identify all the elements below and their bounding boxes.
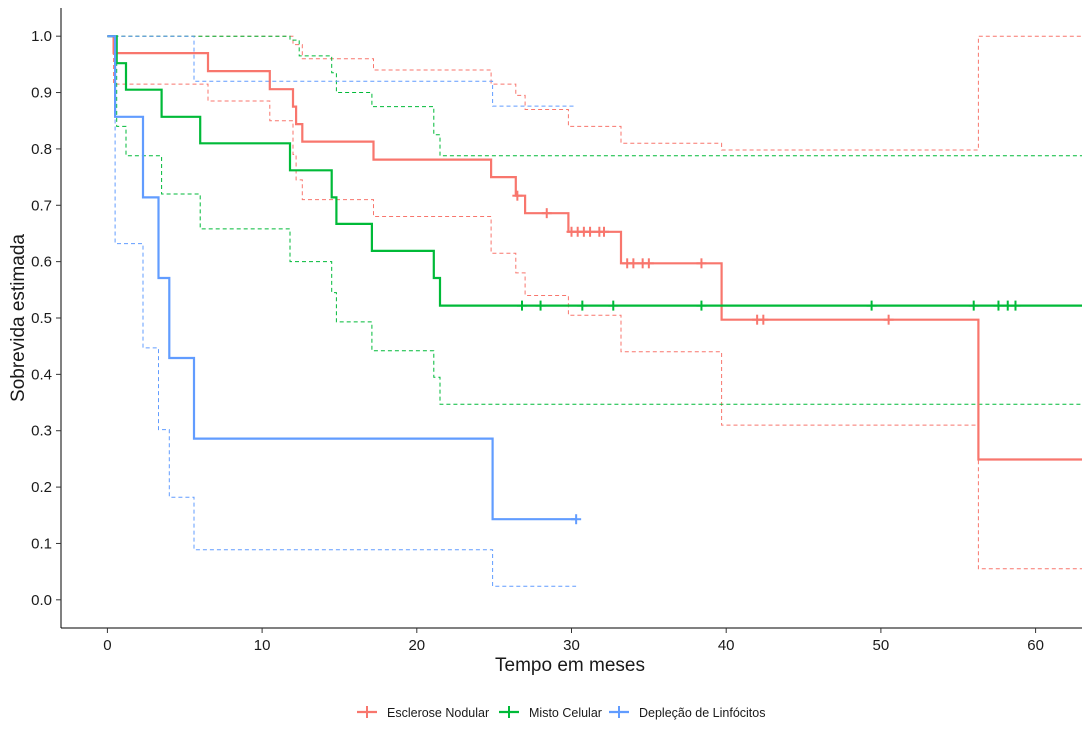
censor-mark	[571, 514, 582, 525]
x-tick-label: 0	[103, 637, 111, 654]
y-tick-label: 0.3	[31, 423, 52, 440]
ci-lower-line-2	[107, 35, 577, 587]
censor-mark	[1010, 300, 1021, 311]
censor-mark	[535, 300, 546, 311]
x-tick-label: 20	[408, 637, 425, 654]
censor-mark	[696, 300, 707, 311]
y-axis-title: Sobrevida estimada	[8, 234, 29, 402]
censor-mark	[608, 300, 619, 311]
x-tick-label: 40	[718, 637, 735, 654]
axes: 0 10 20 30 40 50 60 0.0 0.1 0.2 0.3 0.4 0.5 0.6 0.7 0.8…	[31, 8, 1082, 654]
ci-upper-line-0	[107, 35, 1082, 151]
legend-item-0: Esclerose Nodular	[357, 706, 489, 720]
censor-mark	[598, 226, 609, 237]
censor-mark	[866, 300, 877, 311]
censor-mark	[628, 258, 639, 269]
censor-mark	[585, 226, 596, 237]
ci-upper-line-1	[107, 35, 1082, 157]
legend-label: Misto Celular	[529, 706, 602, 720]
y-tick-label: 0.5	[31, 310, 52, 327]
x-tick-label: 10	[254, 637, 271, 654]
legend: Esclerose Nodular Misto Celular Depleção d…	[357, 706, 765, 720]
censor-mark	[643, 258, 654, 269]
x-tick-label: 60	[1027, 637, 1044, 654]
ci-lower-line-1	[107, 35, 1082, 405]
x-tick-label: 30	[563, 637, 580, 654]
y-tick-label: 0.2	[31, 479, 52, 496]
censor-mark	[516, 300, 527, 311]
legend-item-2: Depleção de Linfócitos	[609, 706, 765, 720]
censor-mark	[758, 314, 769, 325]
ci-upper-line-2	[107, 35, 577, 107]
censor-mark	[577, 300, 588, 311]
y-tick-label: 0.1	[31, 535, 52, 552]
y-tick-label: 0.6	[31, 254, 52, 271]
censor-mark	[541, 208, 552, 219]
y-tick-label: 0.7	[31, 197, 52, 214]
x-axis-title: Tempo em meses	[495, 655, 645, 676]
legend-item-1: Misto Celular	[499, 706, 602, 720]
y-tick-label: 1.0	[31, 28, 52, 45]
x-tick-label: 50	[873, 637, 890, 654]
censor-mark	[696, 258, 707, 269]
plot-area	[107, 35, 1082, 587]
y-tick-label: 0.4	[31, 366, 52, 383]
y-tick-label: 0.8	[31, 141, 52, 158]
y-tick-label: 0.0	[31, 592, 52, 609]
ci-lower-line-0	[107, 35, 1082, 570]
censor-mark	[993, 300, 1004, 311]
censor-mark	[512, 190, 523, 201]
censor-mark	[968, 300, 979, 311]
y-tick-label: 0.9	[31, 85, 52, 102]
survival-curve-0	[107, 35, 1082, 461]
censor-mark	[883, 314, 894, 325]
legend-label: Depleção de Linfócitos	[639, 706, 765, 720]
legend-label: Esclerose Nodular	[387, 706, 489, 720]
survival-curve-2	[107, 35, 577, 521]
survival-curve-1	[107, 35, 1082, 307]
